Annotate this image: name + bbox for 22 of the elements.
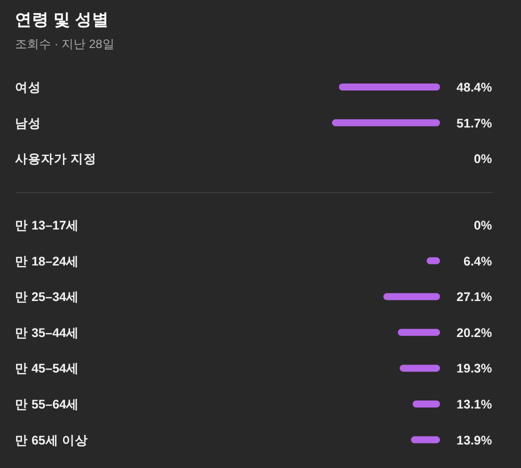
category: 만 65세 이상: [15, 433, 88, 448]
subtitle: 조회수 · 지난 28일: [15, 37, 114, 51]
value-label: 13.1%: [456, 398, 492, 412]
category: 만 45–54세: [15, 362, 80, 376]
value-label: 6.4%: [464, 254, 492, 268]
title: 연령 및 성별: [15, 11, 110, 29]
category: 만 13–17세: [15, 218, 80, 232]
value-label: 0%: [474, 218, 492, 232]
value-label: 20.2%: [456, 326, 492, 340]
category: 만 25–34세: [15, 290, 80, 304]
value-label: 27.1%: [456, 290, 492, 304]
category: 사용자가 지정: [15, 152, 96, 166]
value-label: 13.9%: [456, 433, 492, 448]
value-label: 51.7%: [456, 116, 492, 130]
category: 만 18–24세: [15, 254, 80, 268]
category: 만 35–44세: [15, 326, 80, 340]
category: 여성: [15, 80, 41, 94]
category: 남성: [15, 116, 41, 130]
category: 만 55–64세: [15, 398, 80, 412]
value-label: 0%: [474, 152, 492, 166]
value-label: 48.4%: [456, 80, 492, 94]
value-label: 19.3%: [456, 362, 492, 376]
